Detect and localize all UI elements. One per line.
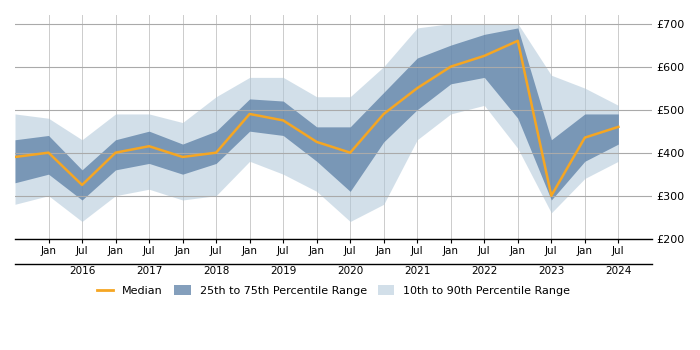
Legend: Median, 25th to 75th Percentile Range, 10th to 90th Percentile Range: Median, 25th to 75th Percentile Range, 1… bbox=[92, 281, 575, 300]
